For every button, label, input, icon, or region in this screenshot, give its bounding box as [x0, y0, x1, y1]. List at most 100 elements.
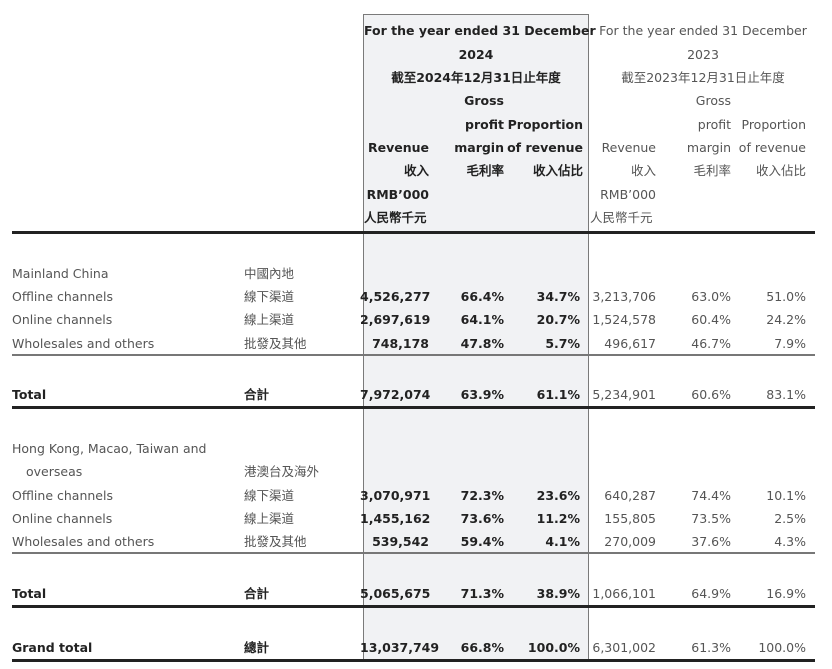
revenue-2024: 5,065,675	[360, 586, 431, 601]
prop-2024: 23.6%	[536, 488, 580, 503]
header-2024-year: 2024	[458, 47, 494, 62]
revenue-2023: 1,066,101	[592, 586, 656, 601]
header-rule	[12, 231, 815, 234]
section-title-hk: Hong Kong, Macao, Taiwan and	[12, 441, 207, 456]
header-2024-prop-2: of revenue	[507, 140, 583, 155]
gpm-2023: 61.3%	[691, 640, 731, 655]
row-label-zh: 線下渠道	[244, 289, 295, 304]
revenue-2024: 13,037,749	[360, 640, 440, 655]
prop-2023: 51.0%	[766, 289, 806, 304]
prop-2023: 2.5%	[774, 511, 806, 526]
header-2024-prop-1: Proportion	[507, 117, 583, 132]
total-label-zh: 合計	[244, 586, 270, 601]
header-2024-rev-2: 收入	[403, 163, 429, 178]
gpm-2024: 72.3%	[460, 488, 504, 503]
prop-2023: 4.3%	[774, 534, 806, 549]
header-2024-rev-1: Revenue	[367, 140, 429, 155]
gpm-2023: 60.6%	[691, 387, 731, 402]
header-2023-gpm-4: 毛利率	[693, 163, 731, 178]
header-2024-period: For the year ended 31 December	[364, 23, 596, 38]
row-label-zh: 線上渠道	[244, 511, 295, 526]
total-rule	[12, 605, 815, 608]
section-title-mainland-zh: 中國內地	[244, 266, 295, 281]
prop-2023: 83.1%	[766, 387, 806, 402]
revenue-2023: 640,287	[604, 488, 656, 503]
header-2023-gpm-3: margin	[686, 140, 731, 155]
total-label: Total	[12, 387, 47, 402]
prop-2024: 38.9%	[536, 586, 580, 601]
subtotal-rule	[12, 354, 815, 356]
header-2023-prop-3: 收入佔比	[755, 163, 806, 178]
header-2023-prop-2: of revenue	[738, 140, 806, 155]
prop-2024: 20.7%	[536, 312, 580, 327]
prop-2024: 100.0%	[527, 640, 580, 655]
revenue-2023: 3,213,706	[592, 289, 656, 304]
prop-2024: 11.2%	[536, 511, 580, 526]
revenue-2023: 6,301,002	[592, 640, 656, 655]
gpm-2024: 59.4%	[460, 534, 504, 549]
header-2023-period-zh: 截至2023年12月31日止年度	[621, 70, 785, 85]
revenue-2023: 155,805	[604, 511, 656, 526]
header-2023-gpm-1: Gross	[695, 93, 731, 108]
prop-2023: 7.9%	[774, 336, 806, 351]
row-label: Offline channels	[12, 488, 113, 503]
row-label-zh: 批發及其他	[244, 534, 307, 549]
header-2023-rev-3: RMB’000	[600, 187, 656, 202]
revenue-2024: 1,455,162	[360, 511, 431, 526]
revenue-2024: 539,542	[372, 534, 429, 549]
gpm-2024: 47.8%	[460, 336, 504, 351]
grand-total-label-zh: 總計	[244, 640, 270, 655]
section-title-mainland: Mainland China	[12, 266, 109, 281]
header-2024-gpm-4: 毛利率	[466, 163, 504, 178]
gpm-2023: 60.4%	[691, 312, 731, 327]
revenue-2023: 496,617	[604, 336, 656, 351]
header-2024-gpm-2: profit	[465, 117, 504, 132]
section-title-hk-zh: 港澳台及海外	[244, 464, 320, 479]
total-label: Total	[12, 586, 47, 601]
gpm-2023: 37.6%	[691, 534, 731, 549]
header-2024-period-zh: 截至2024年12月31日止年度	[391, 70, 561, 85]
prop-2023: 16.9%	[766, 586, 806, 601]
section-title-hk-2: overseas	[26, 464, 83, 479]
revenue-2024: 748,178	[372, 336, 429, 351]
header-2024-rev-4: 人民幣千元	[364, 210, 427, 225]
gpm-2023: 63.0%	[691, 289, 731, 304]
row-label: Wholesales and others	[12, 534, 155, 549]
revenue-2023: 5,234,901	[592, 387, 656, 402]
prop-2023: 100.0%	[758, 640, 806, 655]
gpm-2024: 63.9%	[460, 387, 504, 402]
gpm-2024: 66.4%	[460, 289, 504, 304]
gpm-2023: 46.7%	[691, 336, 731, 351]
total-rule	[12, 406, 815, 409]
revenue-2024: 3,070,971	[360, 488, 431, 503]
header-2023-period: For the year ended 31 December	[599, 23, 807, 38]
row-label: Offline channels	[12, 289, 113, 304]
header-2024-rev-3: RMB’000	[366, 187, 429, 202]
row-label-zh: 批發及其他	[244, 336, 307, 351]
revenue-2024: 4,526,277	[360, 289, 431, 304]
header-2023-rev-4: 人民幣千元	[590, 210, 653, 225]
gpm-2023: 64.9%	[691, 586, 731, 601]
header-2024-gpm-3: margin	[454, 140, 504, 155]
gpm-2024: 64.1%	[460, 312, 504, 327]
gpm-2023: 74.4%	[691, 488, 731, 503]
prop-2024: 4.1%	[545, 534, 580, 549]
highlight-2024-column	[363, 14, 589, 662]
header-2024-gpm-1: Gross	[464, 93, 504, 108]
gpm-2024: 66.8%	[460, 640, 504, 655]
row-label-zh: 線上渠道	[244, 312, 295, 327]
header-2023-year: 2023	[687, 47, 719, 62]
header-2024-prop-3: 收入佔比	[532, 163, 583, 178]
row-label: Online channels	[12, 511, 113, 526]
prop-2024: 34.7%	[536, 289, 580, 304]
prop-2023: 10.1%	[766, 488, 806, 503]
gpm-2024: 73.6%	[460, 511, 504, 526]
revenue-2023: 270,009	[604, 534, 656, 549]
header-2023-prop-1: Proportion	[741, 117, 807, 132]
total-label-zh: 合計	[244, 387, 270, 402]
gpm-2024: 71.3%	[460, 586, 504, 601]
subtotal-rule	[12, 552, 815, 554]
row-label: Online channels	[12, 312, 113, 327]
header-2023-rev-2: 收入	[630, 163, 656, 178]
row-label-zh: 線下渠道	[244, 488, 295, 503]
